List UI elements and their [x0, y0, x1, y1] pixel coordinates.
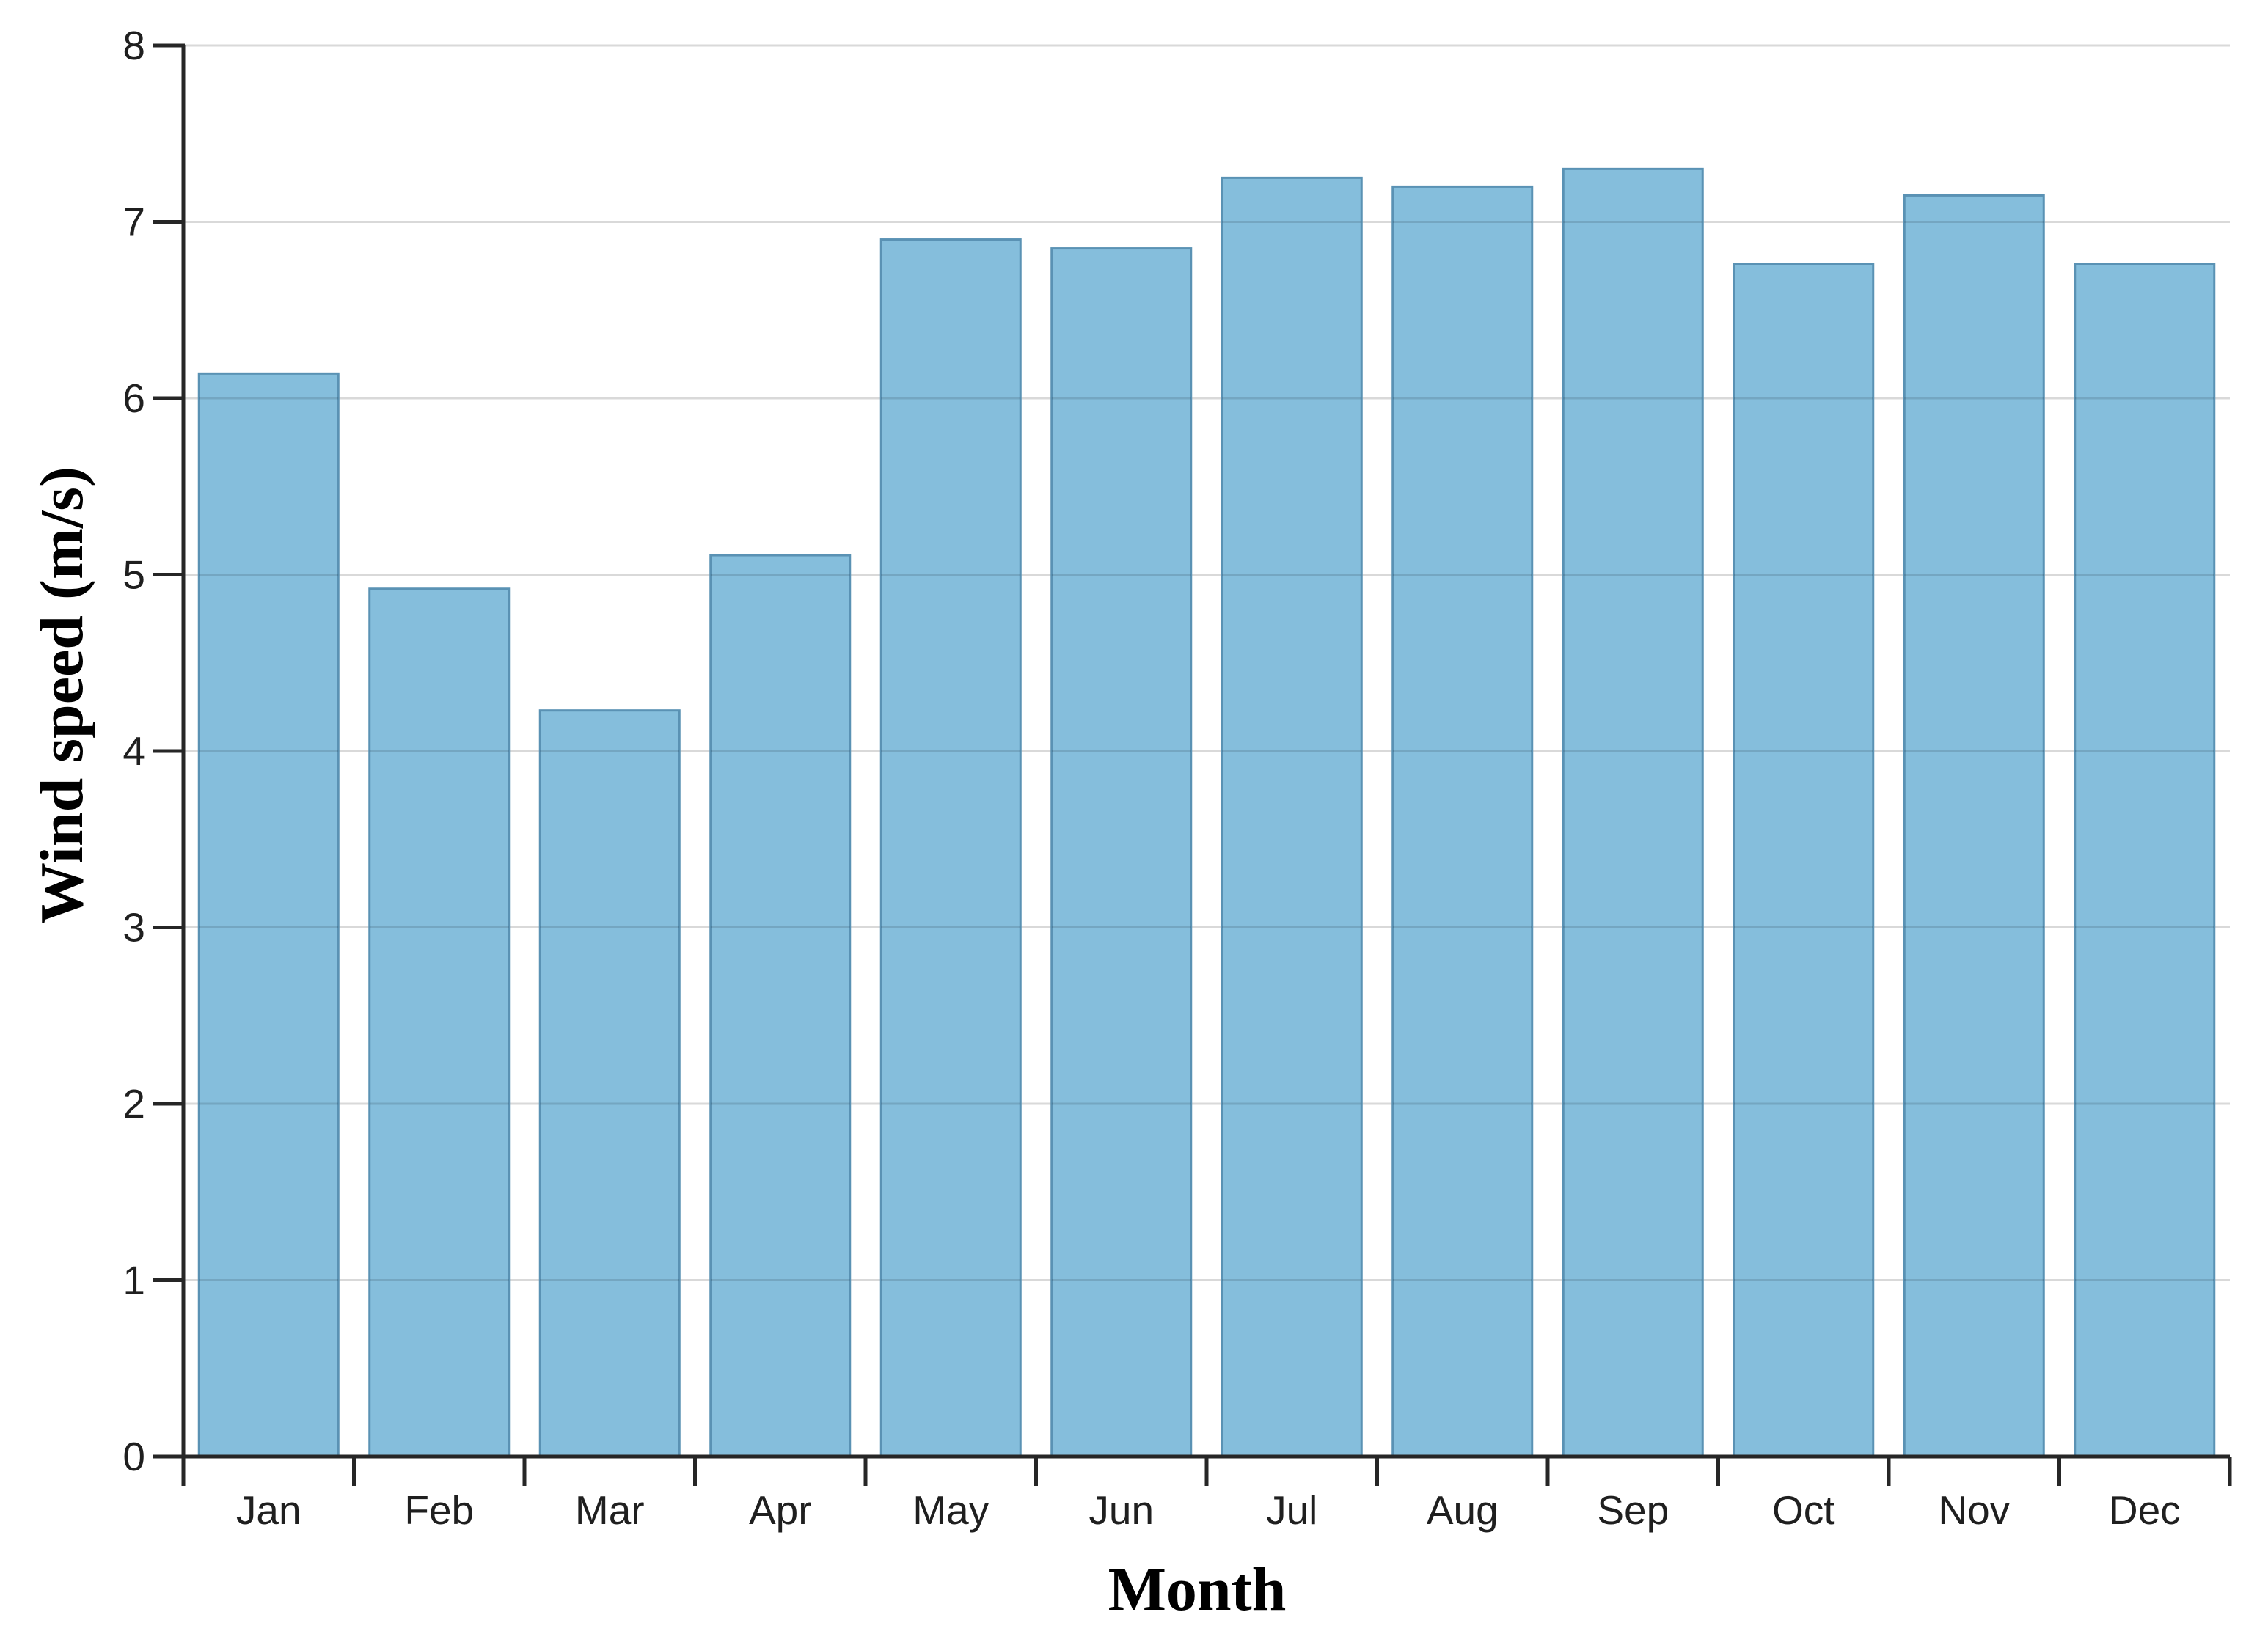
bar-may — [879, 238, 1022, 1458]
x-tick-label-mar: Mar — [575, 1487, 645, 1533]
bar-jan — [197, 372, 340, 1458]
x-tick-label-feb: Feb — [404, 1487, 474, 1533]
y-tick-label-2: 2 — [122, 1081, 145, 1126]
x-tick-label-dec: Dec — [2109, 1487, 2181, 1533]
x-tick-label-may: May — [912, 1487, 989, 1533]
bar-aug — [1391, 185, 1534, 1458]
bars — [197, 167, 2216, 1458]
x-tick-label-sep: Sep — [1597, 1487, 1669, 1533]
bar-sep — [1562, 167, 1704, 1458]
y-tick-label-5: 5 — [122, 552, 145, 598]
bar-mar — [538, 709, 681, 1458]
y-axis-title: Wind speed (m/s) — [28, 466, 96, 924]
grid-overlay — [199, 221, 2214, 1281]
bar-jun — [1050, 247, 1193, 1458]
x-tick-label-jan: Jan — [236, 1487, 301, 1533]
x-axis-title: Month — [1108, 1556, 1287, 1624]
bar-oct — [1733, 263, 1875, 1458]
y-tick-label-7: 7 — [122, 199, 145, 245]
x-tick-label-oct: Oct — [1772, 1487, 1835, 1533]
x-tick-label-apr: Apr — [749, 1487, 812, 1533]
y-tick-label-8: 8 — [122, 23, 145, 68]
x-tick-label-jun: Jun — [1089, 1487, 1154, 1533]
y-tick-label-6: 6 — [122, 375, 145, 421]
bar-jul — [1221, 176, 1363, 1458]
bar-apr — [709, 554, 852, 1458]
axes — [153, 43, 2232, 1486]
x-tick-label-nov: Nov — [1938, 1487, 2010, 1533]
x-tick-label-jul: Jul — [1266, 1487, 1317, 1533]
x-tick-labels: Jan Feb Mar Apr May Jun Jul Aug Sep Oct Nov Dec — [236, 1487, 2181, 1533]
gridlines — [183, 44, 2230, 1281]
y-tick-label-0: 0 — [122, 1434, 145, 1479]
bar-dec — [2074, 263, 2216, 1458]
y-tick-label-3: 3 — [122, 905, 145, 950]
bar-nov — [1903, 194, 2045, 1458]
y-tick-labels: 0 1 2 3 4 5 6 7 8 — [122, 23, 145, 1479]
bar-feb — [368, 587, 511, 1458]
x-tick-label-aug: Aug — [1427, 1487, 1499, 1533]
y-tick-label-4: 4 — [122, 728, 145, 774]
y-tick-label-1: 1 — [122, 1258, 145, 1303]
